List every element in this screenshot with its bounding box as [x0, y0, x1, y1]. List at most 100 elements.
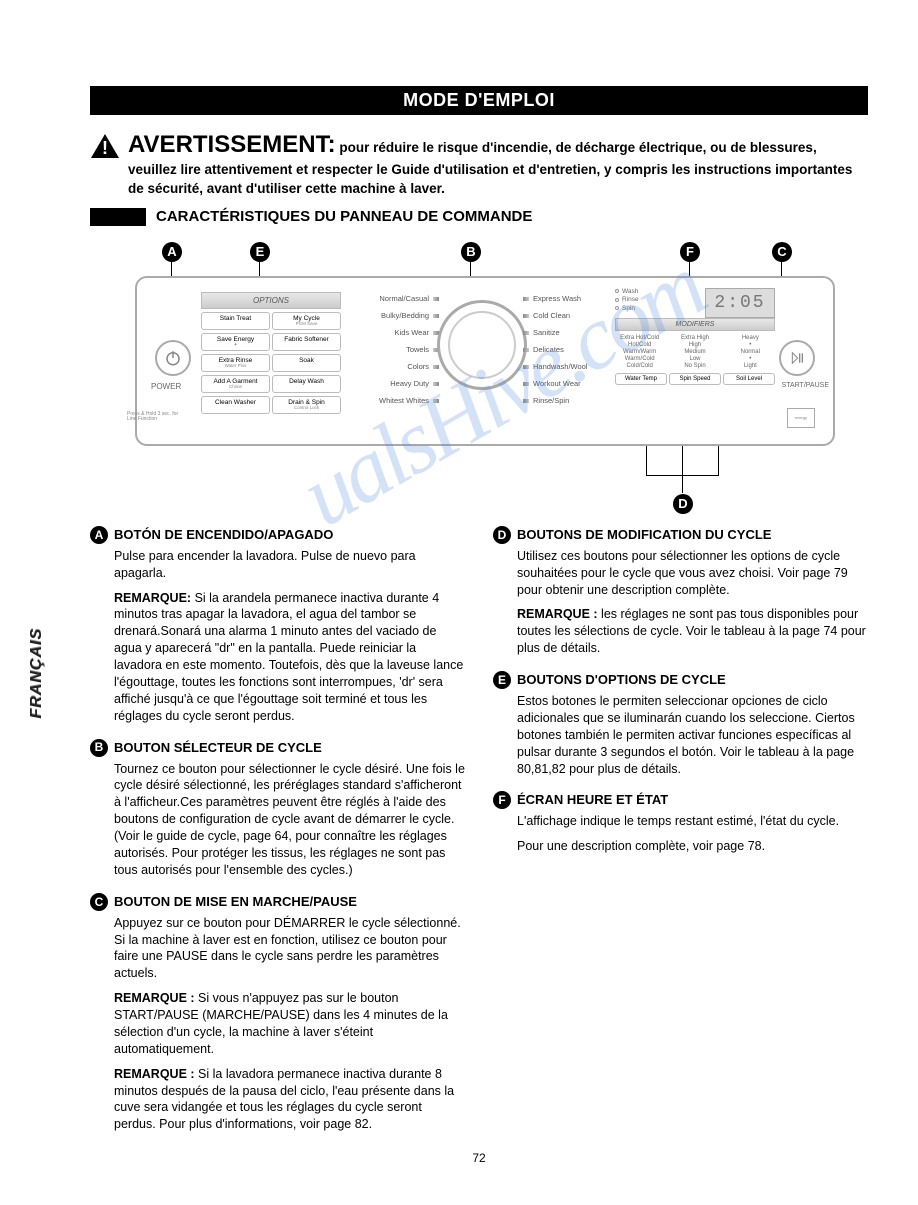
section-C: C BOUTON DE MISE EN MARCHE/PAUSE Appuyez … — [90, 893, 465, 1134]
power-button[interactable] — [155, 340, 191, 376]
modifier-value: Extra Hot/Cold — [615, 335, 664, 341]
callout-label: A — [162, 242, 182, 262]
paragraph: Pulse para encender la lavadora. Pulse d… — [114, 548, 465, 582]
section-body: Appuyez sur ce bouton pour DÉMARRER le c… — [90, 915, 465, 1134]
paragraph: REMARQUE : Si la lavadora permanece inac… — [114, 1066, 465, 1134]
modifier-button[interactable]: Soil Level — [723, 373, 775, 385]
option-button[interactable]: Extra RinseWater Plus — [201, 354, 270, 372]
section-title: ÉCRAN HEURE ET ÉTAT — [517, 791, 668, 809]
paragraph: Utilisez ces boutons pour sélectionner l… — [517, 548, 868, 599]
modifier-value: Warm/Cold — [615, 356, 664, 362]
cycle-list-left: Normal/CasualBulky/BeddingKids WearTowel… — [349, 294, 429, 405]
svg-text:!: ! — [102, 138, 108, 158]
modifier-value: Normal — [726, 349, 775, 355]
right-column: D BOUTONS DE MODIFICATION DU CYCLE Utilis… — [493, 526, 868, 1147]
section-title: BOUTON DE MISE EN MARCHE/PAUSE — [114, 893, 357, 911]
paragraph: Estos botones le permiten seleccionar op… — [517, 693, 868, 777]
cycle-label: Normal/Casual — [349, 294, 429, 303]
cycle-label: Sanitize — [533, 328, 613, 337]
energy-star-icon: energy — [787, 408, 815, 428]
cycle-label: Workout Wear — [533, 379, 613, 388]
modifier-value: Medium — [670, 349, 719, 355]
section-marker: E — [493, 671, 511, 689]
status-light: Wash — [615, 288, 639, 296]
modifier-button[interactable]: Spin Speed — [669, 373, 721, 385]
modifier-value: Cold/Cold — [615, 363, 664, 369]
modifiers-header: MODIFIERS — [615, 318, 775, 331]
description-columns: A BOTÓN DE ENCENDIDO/APAGADO Pulse para e… — [90, 526, 868, 1147]
option-button[interactable]: Save Energy✦ — [201, 333, 270, 351]
paragraph: REMARQUE: Si la arandela permanece inact… — [114, 590, 465, 725]
section-E: E BOUTONS D'OPTIONS DE CYCLE Estos botone… — [493, 671, 868, 777]
subheader-blackbox — [90, 208, 146, 226]
modifier-value: Low — [670, 356, 719, 362]
warning-lead: AVERTISSEMENT: — [128, 131, 336, 158]
modifier-value: No Spin — [670, 363, 719, 369]
section-marker: B — [90, 739, 108, 757]
option-button[interactable]: My CyclePGM Save — [272, 312, 341, 330]
callout-label: D — [673, 494, 693, 514]
start-pause-button[interactable] — [779, 340, 815, 376]
section-title: BOUTONS D'OPTIONS DE CYCLE — [517, 671, 726, 689]
cycle-label: Cold Clean — [533, 311, 613, 320]
option-button[interactable]: Fabric Softener — [272, 333, 341, 351]
time-display: 2:05 — [705, 288, 775, 318]
options-header: OPTIONS — [201, 292, 341, 309]
language-tab: FRANÇAIS — [28, 628, 46, 719]
power-label: POWER — [151, 382, 181, 391]
callout-B: B — [461, 242, 481, 262]
cycle-dial[interactable] — [437, 300, 527, 390]
status-lights: WashRinseSpin — [615, 288, 639, 313]
section-body: Utilisez ces boutons pour sélectionner l… — [493, 548, 868, 657]
warning-icon: ! — [90, 133, 120, 159]
status-light: Spin — [615, 305, 639, 313]
callout-label: E — [250, 242, 270, 262]
subheader-row: CARACTÉRISTIQUES DU PANNEAU DE COMMANDE — [90, 208, 868, 226]
modifier-button[interactable]: Water Temp — [615, 373, 667, 385]
paragraph: Appuyez sur ce bouton pour DÉMARRER le c… — [114, 915, 465, 983]
option-button[interactable]: Clean Washer — [201, 396, 270, 414]
option-button[interactable]: Stain Treat — [201, 312, 270, 330]
section-title: BOTÓN DE ENCENDIDO/APAGADO — [114, 526, 333, 544]
option-button[interactable]: Soak — [272, 354, 341, 372]
option-button[interactable]: Drain & SpinControl Lock — [272, 396, 341, 414]
section-D: D BOUTONS DE MODIFICATION DU CYCLE Utilis… — [493, 526, 868, 657]
paragraph: Tournez ce bouton pour sélectionner le c… — [114, 761, 465, 879]
modifier-buttons: Water TempSpin SpeedSoil Level — [615, 373, 775, 385]
cycle-label: Bulky/Bedding — [349, 311, 429, 320]
modifier-value: Heavy — [726, 335, 775, 341]
modifier-value: • — [726, 356, 775, 362]
section-marker: C — [90, 893, 108, 911]
section-body: Pulse para encender la lavadora. Pulse d… — [90, 548, 465, 725]
cycle-label: Delicates — [533, 345, 613, 354]
callout-label: B — [461, 242, 481, 262]
option-button[interactable]: Add A GarmentChime — [201, 375, 270, 393]
section-B: B BOUTON SÉLECTEUR DE CYCLE Tournez ce bo… — [90, 739, 465, 879]
section-body: Tournez ce bouton pour sélectionner le c… — [90, 761, 465, 879]
section-title: BOUTON SÉLECTEUR DE CYCLE — [114, 739, 322, 757]
warning-text: AVERTISSEMENT: pour réduire le risque d'… — [128, 129, 868, 198]
callout-F: F — [680, 242, 700, 262]
status-area: WashRinseSpin 2:05 MODIFIERS Extra Hot/C… — [615, 288, 775, 385]
modifier-value: Light — [726, 363, 775, 369]
section-title: BOUTONS DE MODIFICATION DU CYCLE — [517, 526, 771, 544]
paragraph: REMARQUE : les réglages ne sont pas tous… — [517, 606, 868, 657]
section-marker: F — [493, 791, 511, 809]
status-light: Rinse — [615, 296, 639, 304]
cycle-label: Express Wash — [533, 294, 613, 303]
section-marker: A — [90, 526, 108, 544]
cycle-list-right: Express WashCold CleanSanitizeDelicatesH… — [533, 294, 613, 405]
paragraph: L'affichage indique le temps restant est… — [517, 813, 868, 830]
section-marker: D — [493, 526, 511, 544]
modifier-value: Hot/Cold — [615, 342, 664, 348]
modifier-value: High — [670, 342, 719, 348]
modifier-value: Warm/Warm — [615, 349, 664, 355]
start-pause-label: START/PAUSE — [782, 382, 829, 389]
callout-line — [682, 475, 683, 493]
cycle-label: Towels — [349, 345, 429, 354]
section-A: A BOTÓN DE ENCENDIDO/APAGADO Pulse para e… — [90, 526, 465, 725]
left-column: A BOTÓN DE ENCENDIDO/APAGADO Pulse para e… — [90, 526, 465, 1147]
option-button[interactable]: Delay Wash — [272, 375, 341, 393]
section-body: L'affichage indique le temps restant est… — [493, 813, 868, 855]
modifier-value: Extra High — [670, 335, 719, 341]
